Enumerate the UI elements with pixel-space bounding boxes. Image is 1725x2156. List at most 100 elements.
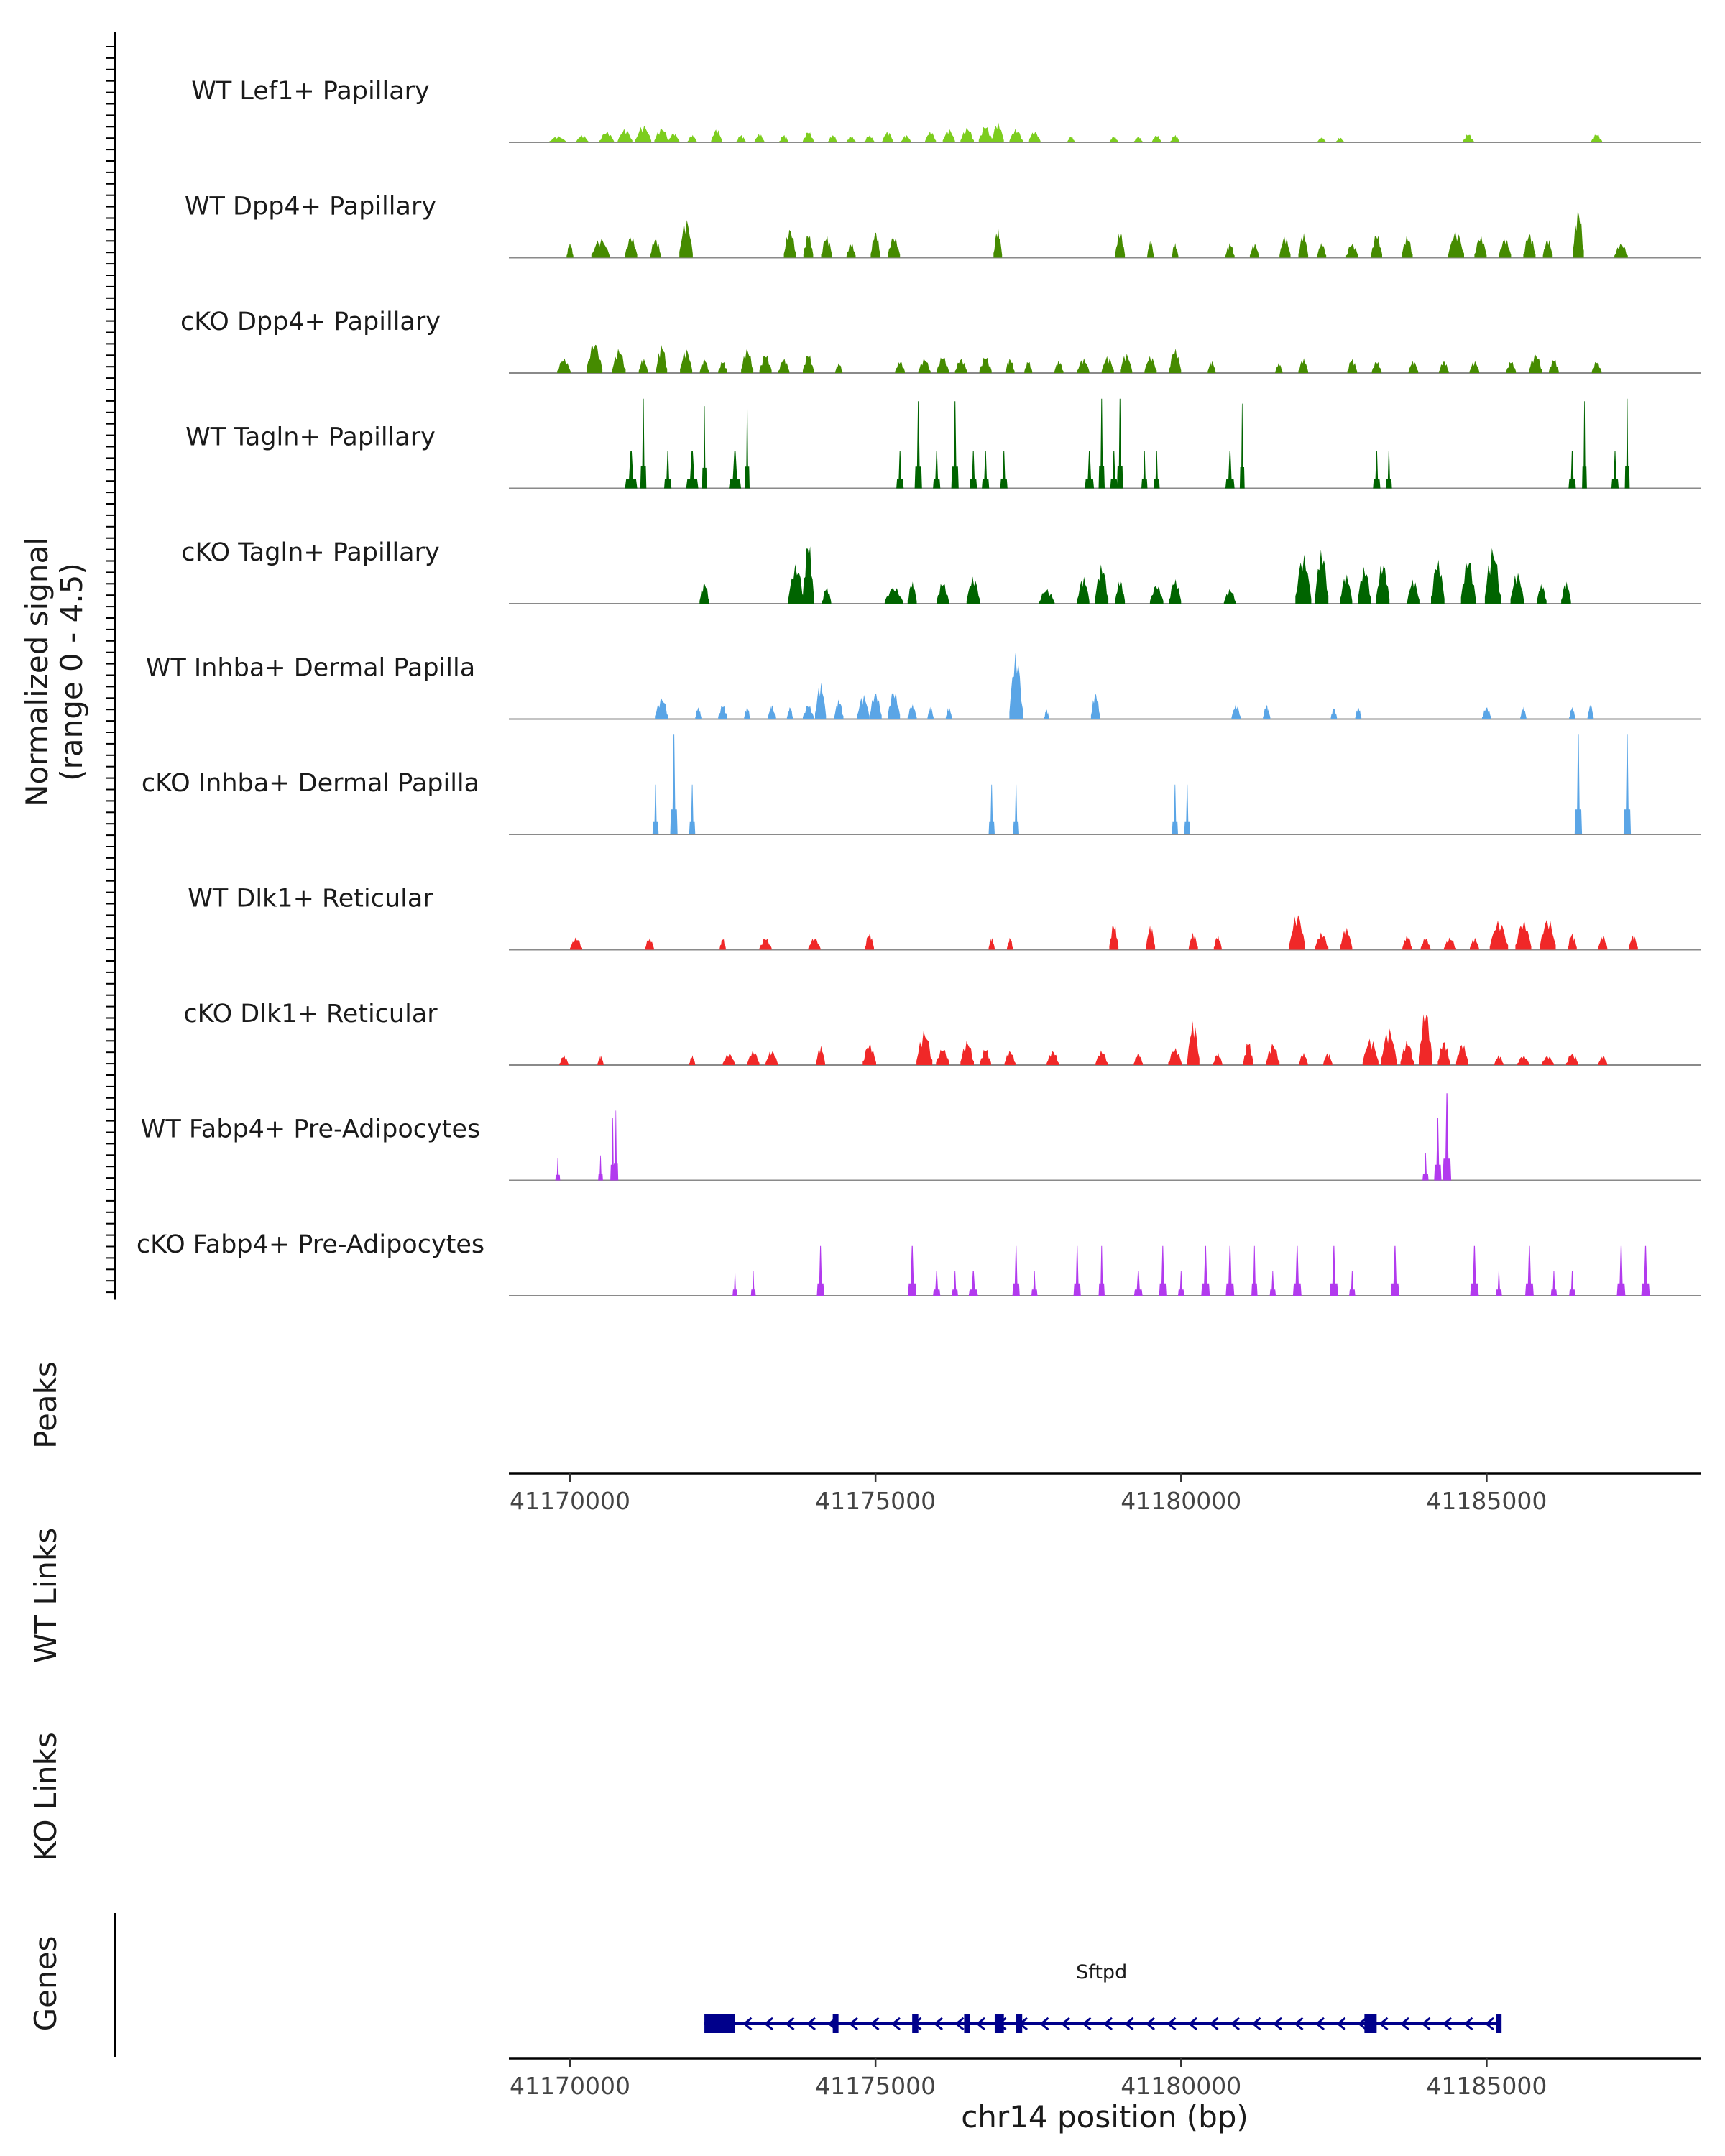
strand-arrow [1187, 2017, 1198, 2031]
coverage-peak [1187, 1021, 1200, 1065]
coverage-peak [1298, 233, 1309, 258]
coverage-peak [1169, 579, 1182, 604]
gene-exon [1496, 2014, 1502, 2033]
coverage-peak [549, 136, 566, 142]
coverage-peak [1239, 403, 1245, 489]
track-label: WT Dlk1+ Reticular [188, 885, 433, 913]
coverage-peak [1039, 589, 1055, 604]
coverage-peak [695, 707, 702, 719]
coverage-peak [1463, 134, 1474, 142]
coverage-peak [980, 1049, 991, 1065]
coverage-peak [907, 704, 917, 719]
coverage-peak [591, 238, 610, 258]
coverage-peak [803, 546, 814, 604]
coverage-peak [1402, 235, 1413, 258]
coverage-peak [686, 451, 699, 489]
peaks-x-tick-label: 41175000 [815, 1487, 936, 1515]
coverage-peak [1611, 451, 1619, 489]
track-label: WT Lef1+ Papillary [191, 77, 430, 106]
coverage-peak [1154, 451, 1160, 489]
coverage-peak [1249, 243, 1259, 258]
genes-x-axis: 41170000 41175000 41180000 41185000 [509, 2057, 1701, 2100]
coverage-peak [783, 229, 796, 258]
coverage-peak [722, 1053, 735, 1065]
coverage-peak [1004, 1051, 1016, 1065]
coverage-peak [803, 235, 814, 258]
coverage-peak [613, 1110, 619, 1181]
coverage-peak [918, 358, 931, 373]
coverage-peak [1188, 932, 1198, 950]
coverage-peak [1315, 549, 1329, 604]
coverage-peak [1213, 1052, 1223, 1065]
coverage-peak [1582, 401, 1587, 489]
coverage-peak [991, 122, 1004, 142]
coverage-peak [1073, 1245, 1081, 1296]
coverage-peak [655, 697, 668, 719]
coverage-peak [803, 132, 814, 142]
coverage-peak [865, 932, 874, 950]
coverage-peak [1046, 1051, 1059, 1065]
track-8: cKO Dlk1+ Reticular [183, 1000, 1701, 1066]
coverage-peak [747, 1050, 760, 1065]
strand-arrow [1357, 2017, 1368, 2031]
coverage-peak [1455, 1045, 1468, 1065]
coverage-peak [1641, 1245, 1650, 1296]
coverage-peak [1376, 566, 1390, 604]
coverage-peak [768, 705, 776, 719]
coverage-peak [750, 1271, 756, 1296]
coverage-peak [945, 707, 952, 719]
coverage-peak [1299, 1052, 1308, 1065]
genes-x-tick-label: 41180000 [1121, 2072, 1241, 2100]
gene-model [704, 2014, 1502, 2033]
coverage-peak [979, 357, 992, 373]
genes-x-tick-label: 41170000 [510, 2072, 630, 2100]
strand-arrow [870, 2017, 880, 2031]
coverage-peak [1537, 584, 1547, 604]
coverage-peak [808, 938, 821, 950]
coverage-peak [901, 135, 911, 142]
coverage-peak [1386, 451, 1392, 489]
coverage-peak [942, 129, 955, 142]
coverage-peak [1573, 210, 1584, 258]
coverage-tracks: WT Lef1+ Papillary WT Dpp4+ Papillary cKO … [137, 77, 1701, 1296]
coverage-peak [1569, 1271, 1576, 1296]
coverage-peak [1263, 704, 1271, 719]
coverage-peak [1561, 581, 1571, 604]
coverage-peak [846, 137, 856, 142]
coverage-peak [828, 135, 837, 142]
coverage-peak [884, 588, 903, 604]
coverage-peak [689, 1055, 696, 1065]
gene-exon [994, 2014, 1004, 2033]
coverage-peak [1178, 1271, 1184, 1296]
coverage-peak [1208, 361, 1216, 373]
coverage-peak [1381, 1028, 1397, 1065]
coverage-peak [1044, 709, 1049, 719]
coverage-peak [1438, 1042, 1450, 1065]
peaks-x-axis: 41170000 41175000 41180000 41185000 [509, 1472, 1701, 1515]
strand-arrow [763, 2017, 774, 2031]
peaks-section-label: Peaks [28, 1361, 63, 1449]
coverage-peak [1007, 938, 1013, 950]
coverage-peak [1110, 451, 1118, 489]
strand-arrow [1421, 2017, 1431, 2031]
coverage-peak [937, 584, 949, 604]
coverage-peak [925, 131, 937, 142]
coverage-peak [1149, 586, 1164, 604]
coverage-peak [718, 706, 727, 719]
gene-exon [832, 2014, 839, 2033]
coverage-peak [936, 1049, 949, 1065]
coverage-peak [1133, 137, 1143, 142]
coverage-peak [968, 1271, 978, 1296]
coverage-peak [1115, 581, 1126, 604]
coverage-peak [1225, 1245, 1235, 1296]
coverage-peak [816, 1045, 825, 1065]
coverage-peak [1109, 925, 1119, 950]
coverage-peak [1420, 939, 1431, 950]
coverage-peak [597, 1055, 604, 1065]
coverage-peak [1098, 1245, 1105, 1296]
coverage-peak [1141, 451, 1148, 489]
wt-links-section-label: WT Links [28, 1528, 63, 1663]
coverage-peak [1371, 235, 1382, 258]
coverage-peak [1510, 573, 1524, 604]
